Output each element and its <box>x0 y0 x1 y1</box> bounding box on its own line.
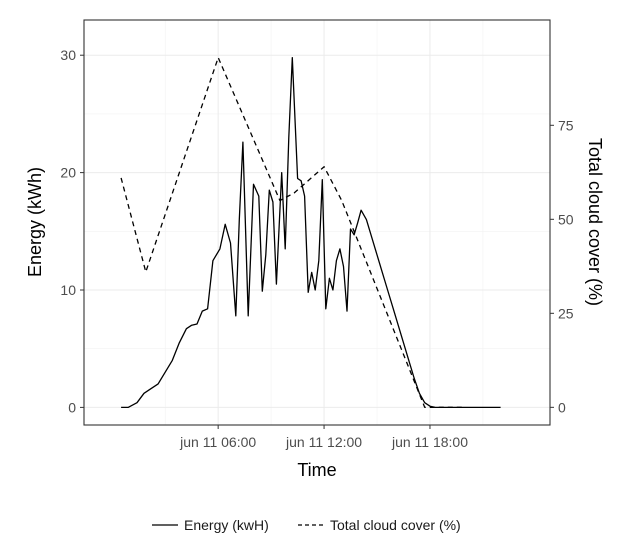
axes: 0 10 20 30 jun 11 06:00 jun 11 12:00 jun 11 18… <box>60 47 573 450</box>
x-tick-label: jun 11 06:00 <box>179 434 256 450</box>
y-axis-title: Energy (kWh) <box>25 167 45 277</box>
y2-tick-label: 50 <box>558 211 574 227</box>
legend-label-cloud-cover: Total cloud cover (%) <box>330 517 461 533</box>
y2-tick-label: 25 <box>558 305 574 321</box>
legend-label-energy: Energy (kwH) <box>184 517 269 533</box>
plot-background <box>84 20 550 425</box>
x-axis-title: Time <box>297 460 336 480</box>
y-tick-label: 20 <box>60 165 76 181</box>
x-tick-label: jun 11 12:00 <box>285 434 362 450</box>
plot-border <box>83 19 551 426</box>
energy-series-line <box>121 56 501 409</box>
y-tick-label: 10 <box>60 282 76 298</box>
y-tick-label: 0 <box>68 399 76 415</box>
y2-tick-label: 0 <box>558 399 566 415</box>
x-tick-label: jun 11 18:00 <box>391 434 468 450</box>
y-tick-label: 30 <box>60 47 76 63</box>
legend: Energy (kwH) Total cloud cover (%) <box>152 517 461 533</box>
y2-tick-label: 75 <box>558 117 574 133</box>
cloud-cover-series-line <box>120 56 466 408</box>
series-group <box>120 56 501 409</box>
y2-axis-title: Total cloud cover (%) <box>585 138 605 306</box>
